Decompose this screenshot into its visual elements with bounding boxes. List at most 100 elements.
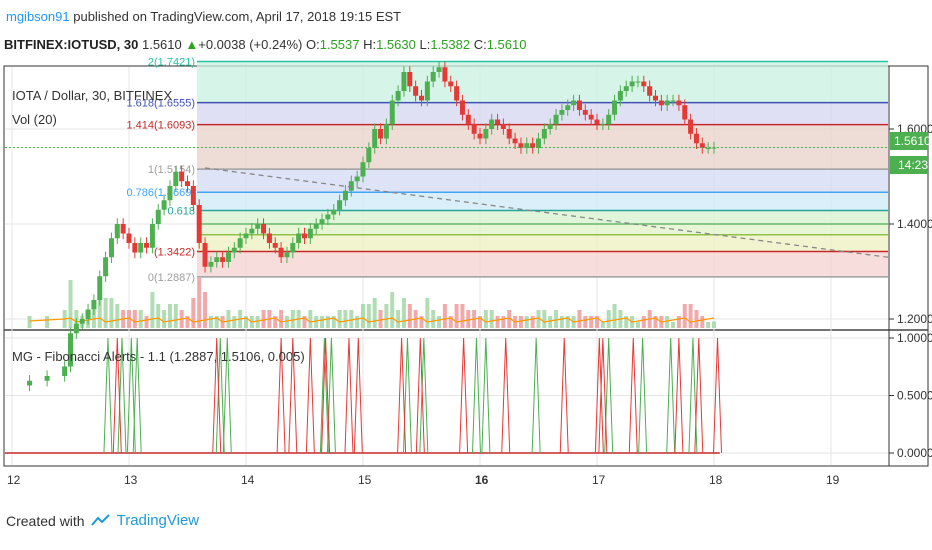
- candle-body: [284, 252, 290, 258]
- fibonacci-levels: 2(1.7421) 1.618(1.6555) 1.414(1.6093) 1(1.5…: [127, 57, 888, 284]
- fib-band: [197, 61, 888, 103]
- fib-band: [197, 234, 888, 252]
- close-value: 1.5610: [486, 37, 527, 52]
- candle-body: [73, 323, 79, 334]
- candle-body: [179, 171, 185, 182]
- alert-spike: [666, 337, 676, 454]
- alert-spike: [531, 337, 541, 454]
- alert-spike: [132, 337, 142, 454]
- candle-body: [699, 143, 705, 148]
- candle-body: [278, 247, 284, 258]
- volume-bar: [653, 316, 658, 328]
- candle-body: [85, 309, 91, 319]
- candle-body: [512, 138, 518, 144]
- candle-body: [693, 133, 699, 144]
- candle-body: [401, 72, 407, 91]
- alert-spike: [598, 337, 608, 454]
- alert-spike: [402, 337, 412, 454]
- publish-info: mgibson91 published on TradingView.com, …: [6, 9, 401, 24]
- volume-bar: [706, 322, 711, 328]
- candle-body: [161, 200, 167, 210]
- candle-body: [454, 86, 460, 101]
- volume-bar: [273, 316, 278, 328]
- candle-body: [524, 143, 530, 148]
- candle-body: [342, 190, 348, 201]
- volume-bar: [232, 316, 237, 328]
- alert-spike: [674, 337, 684, 454]
- alert-spike: [326, 337, 336, 454]
- candle-body: [436, 67, 442, 72]
- volume-bar: [489, 310, 494, 328]
- fib-band: [197, 169, 888, 193]
- x-tick-label: 14: [241, 473, 255, 487]
- symbol-bar: BITFINEX:IOTUSD, 30 1.5610 ▲+0.0038 (+0.…: [4, 37, 526, 52]
- volume-bar: [454, 304, 459, 328]
- candle-body: [126, 233, 132, 243]
- x-tick-label: 18: [709, 473, 723, 487]
- high-label: H:: [363, 37, 377, 52]
- candle-body: [465, 114, 471, 125]
- candle-body: [108, 238, 114, 258]
- fib-level-label: 0.786(1.4669): [127, 187, 196, 199]
- candle-body: [559, 110, 565, 115]
- candle-body: [459, 100, 465, 115]
- volume-bar: [390, 292, 395, 328]
- candle-body: [114, 224, 120, 239]
- candle-body: [442, 67, 448, 82]
- publish-text: published on TradingView.com, April 17, …: [73, 9, 402, 24]
- fib-band: [197, 210, 888, 224]
- candle-body: [582, 110, 588, 115]
- indicator-y-tick-label: 1.0000: [897, 331, 932, 345]
- candle-body: [389, 100, 395, 125]
- volume-bar: [115, 304, 120, 328]
- candle-body: [149, 224, 155, 248]
- volume-bar: [203, 292, 208, 328]
- tradingview-brand[interactable]: TradingView: [116, 512, 200, 529]
- candle-body: [266, 233, 272, 243]
- volume-bar: [583, 316, 588, 328]
- volume-bar: [226, 310, 231, 328]
- volume-bar: [466, 310, 471, 328]
- main-pane-title: IOTA / Dollar, 30, BITFINEX: [12, 88, 172, 103]
- volume-bar: [600, 322, 605, 328]
- up-arrow-icon: ▲: [185, 37, 199, 52]
- candle-body: [302, 233, 307, 239]
- candle-body: [255, 224, 261, 229]
- candle-body: [547, 124, 553, 129]
- alert-spike: [459, 337, 469, 454]
- alert-spike: [415, 337, 425, 454]
- symbol-name[interactable]: BITFINEX:IOTUSD, 30: [4, 37, 139, 52]
- volume-bar: [700, 316, 705, 328]
- price-candles: [27, 61, 717, 392]
- alert-spike: [471, 337, 481, 454]
- volume-bar: [302, 316, 307, 328]
- candle-body: [653, 95, 658, 101]
- author-link[interactable]: mgibson91: [6, 9, 70, 24]
- low-label: L:: [419, 37, 431, 52]
- x-tick-label: 16: [475, 473, 489, 487]
- price-tag-text: 1.5610: [894, 134, 931, 148]
- chart-canvas[interactable]: 2(1.7421) 1.618(1.6555) 1.414(1.6093) 1(1.5…: [0, 0, 932, 500]
- candle-body: [530, 143, 536, 148]
- alert-spike: [481, 337, 491, 454]
- candle-body: [600, 124, 606, 126]
- volume-bar: [349, 310, 354, 328]
- y-tick-label: 1.2000: [897, 312, 932, 326]
- volume-bar: [407, 304, 412, 328]
- candle-body: [395, 91, 401, 101]
- candle-body: [419, 95, 424, 101]
- candle-body: [331, 209, 337, 215]
- volume-bar: [635, 322, 640, 328]
- volume-bar: [156, 304, 161, 328]
- volume-bar: [595, 316, 599, 328]
- volume-bar: [197, 278, 202, 328]
- volume-bar: [150, 292, 155, 328]
- candle-body: [617, 91, 623, 101]
- fib-band: [197, 251, 888, 277]
- alert-spike: [688, 337, 698, 454]
- indicator-y-tick-label: 0.5000: [897, 389, 932, 403]
- footer: Created with TradingView: [6, 512, 199, 529]
- candle-body: [623, 86, 629, 91]
- candle-body: [483, 129, 489, 139]
- volume-bar: [325, 316, 330, 328]
